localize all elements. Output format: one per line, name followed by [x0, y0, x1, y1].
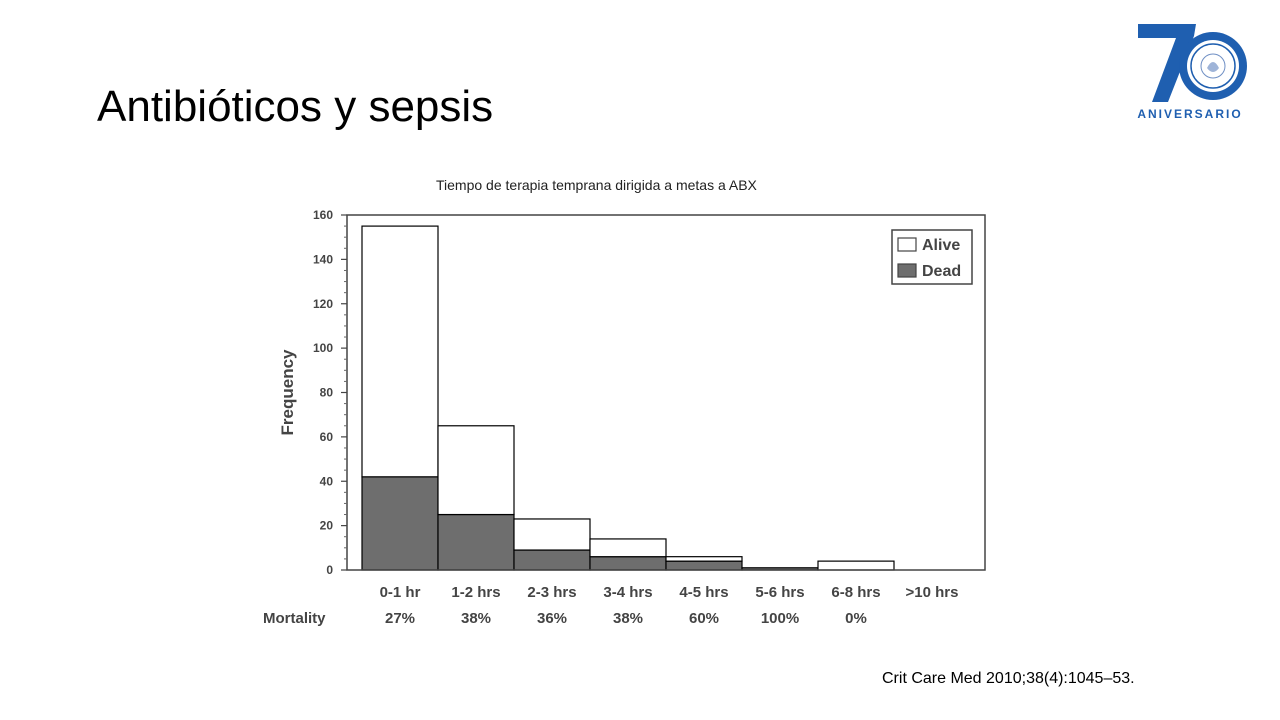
- bar-alive-0: [361, 225, 439, 478]
- y-axis-label: Frequency: [278, 349, 297, 436]
- mortality-value: 100%: [761, 610, 799, 627]
- mortality-value: 0%: [845, 610, 867, 627]
- bar-alive-3: [589, 538, 667, 558]
- legend-swatch-dead: [897, 263, 917, 278]
- y-tick-label: 100: [313, 341, 333, 355]
- x-tick-label: 1-2 hrs: [451, 584, 500, 601]
- bar-alive-1: [437, 425, 515, 516]
- bar-dead-0: [361, 476, 439, 571]
- logo-seal-emblem: [1207, 62, 1219, 72]
- mortality-value: 27%: [385, 610, 415, 627]
- x-tick-label: 4-5 hrs: [679, 584, 728, 601]
- logo-seal-inner: [1190, 43, 1236, 89]
- y-tick-label: 160: [313, 208, 333, 222]
- bar-dead-1: [437, 513, 515, 571]
- bar-dead-2: [513, 549, 591, 571]
- y-tick-label: 40: [320, 474, 334, 488]
- legend-swatch-alive: [897, 237, 917, 252]
- mortality-row-label: Mortality: [263, 610, 326, 627]
- x-tick-label: 3-4 hrs: [603, 584, 652, 601]
- bar-dead-4: [665, 560, 743, 571]
- slide-title: Antibióticos y sepsis: [97, 82, 494, 131]
- anniversary-logo: ANIVERSARIO: [1130, 18, 1250, 123]
- x-tick-label: 6-8 hrs: [831, 584, 880, 601]
- chart-title: Tiempo de terapia temprana dirigida a me…: [436, 177, 757, 193]
- y-tick-label: 140: [313, 252, 333, 266]
- bar-dead-3: [589, 556, 667, 571]
- logo-seven-shape: [1138, 24, 1196, 102]
- mortality-value: 60%: [689, 610, 719, 627]
- bar-alive-6: [817, 560, 895, 571]
- frequency-histogram: 0 20 40 60 80 100 120 140 160 Frequency Alive Dead…: [263, 208, 986, 627]
- logo-caption: ANIVERSARIO: [1137, 107, 1242, 121]
- y-tick-label: 80: [320, 386, 334, 400]
- legend-label-dead: Dead: [922, 263, 961, 280]
- mortality-value: 36%: [537, 610, 567, 627]
- mortality-value: 38%: [613, 610, 643, 627]
- bar-alive-2: [513, 518, 591, 551]
- citation: Crit Care Med 2010;38(4):1045–53.: [882, 670, 1135, 687]
- legend-label-alive: Alive: [922, 237, 960, 254]
- x-tick-label: 0-1 hr: [380, 584, 421, 601]
- y-tick-label: 0: [326, 563, 333, 577]
- bar-alive-4: [665, 556, 743, 562]
- logo-seal-core: [1200, 53, 1226, 79]
- y-tick-label: 20: [320, 519, 334, 533]
- x-tick-label: 5-6 hrs: [755, 584, 804, 601]
- y-tick-label: 60: [320, 430, 334, 444]
- y-tick-label: 120: [313, 297, 333, 311]
- x-tick-label: >10 hrs: [906, 584, 959, 601]
- anniversary-70-logo-icon: ANIVERSARIO: [1137, 24, 1247, 121]
- mortality-value: 38%: [461, 610, 491, 627]
- x-tick-label: 2-3 hrs: [527, 584, 576, 601]
